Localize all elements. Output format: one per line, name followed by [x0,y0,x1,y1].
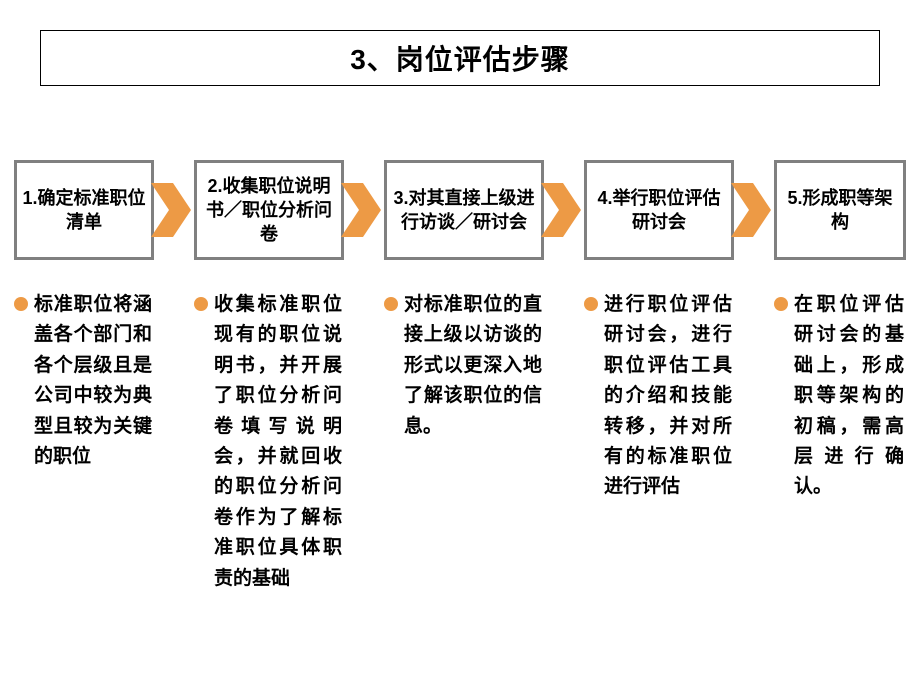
step-desc: 收集标准职位现有的职位说明书，并开展了职位分析问卷填写说明会，并就回收的职位分析… [194,290,342,594]
bullet-icon [584,297,598,311]
step-label: 1.确定标准职位清单 [21,186,147,235]
desc-gap [154,290,194,594]
step-desc: 标准职位将涵盖各个部门和各个层级且是公司中较为典型且较为关键的职位 [14,290,152,472]
step-desc: 对标准职位的直接上级以访谈的形式以更深入地了解该职位的信息。 [384,290,542,442]
process-desc-row: 标准职位将涵盖各个部门和各个层级且是公司中较为典型且较为关键的职位收集标准职位现… [14,290,906,594]
step-desc: 在职位评估研讨会的基础上，形成职等架构的初稿，需高层进行确认。 [774,290,904,503]
step-box-5: 5.形成职等架构 [774,160,906,260]
step-box-1: 1.确定标准职位清单 [14,160,154,260]
bullet-icon [384,297,398,311]
step-box-4: 4.举行职位评估研讨会 [584,160,734,260]
desc-gap [734,290,774,594]
step-desc-text: 标准职位将涵盖各个部门和各个层级且是公司中较为典型且较为关键的职位 [34,294,152,467]
step-desc-col-3: 对标准职位的直接上级以访谈的形式以更深入地了解该职位的信息。 [384,290,544,594]
step-desc-col-1: 标准职位将涵盖各个部门和各个层级且是公司中较为典型且较为关键的职位 [14,290,154,594]
bullet-icon [14,297,28,311]
step-desc-col-4: 进行职位评估研讨会，进行职位评估工具的介绍和技能转移，并对所有的标准职位进行评估 [584,290,734,594]
desc-gap [344,290,384,594]
slide-title-box: 3、岗位评估步骤 [40,30,880,86]
bullet-icon [774,297,788,311]
arrow-icon [544,160,584,260]
arrow-icon [344,160,384,260]
step-label: 2.收集职位说明书／职位分析问卷 [201,174,337,247]
step-desc-text: 收集标准职位现有的职位说明书，并开展了职位分析问卷填写说明会，并就回收的职位分析… [214,294,342,589]
step-label: 5.形成职等架构 [781,186,899,235]
step-desc-text: 进行职位评估研讨会，进行职位评估工具的介绍和技能转移，并对所有的标准职位进行评估 [604,294,732,497]
step-box-2: 2.收集职位说明书／职位分析问卷 [194,160,344,260]
desc-gap [544,290,584,594]
arrow-icon [154,160,194,260]
slide-title: 3、岗位评估步骤 [350,38,570,78]
process-steps-row: 1.确定标准职位清单 2.收集职位说明书／职位分析问卷 3.对其直接上级进行访谈／研… [14,160,906,260]
step-desc-text: 在职位评估研讨会的基础上，形成职等架构的初稿，需高层进行确认。 [794,294,904,497]
step-desc-text: 对标准职位的直接上级以访谈的形式以更深入地了解该职位的信息。 [404,294,542,437]
arrow-icon [734,160,774,260]
bullet-icon [194,297,208,311]
step-desc-col-5: 在职位评估研讨会的基础上，形成职等架构的初稿，需高层进行确认。 [774,290,906,594]
step-label: 3.对其直接上级进行访谈／研讨会 [391,186,537,235]
step-box-3: 3.对其直接上级进行访谈／研讨会 [384,160,544,260]
step-label: 4.举行职位评估研讨会 [591,186,727,235]
step-desc-col-2: 收集标准职位现有的职位说明书，并开展了职位分析问卷填写说明会，并就回收的职位分析… [194,290,344,594]
step-desc: 进行职位评估研讨会，进行职位评估工具的介绍和技能转移，并对所有的标准职位进行评估 [584,290,732,503]
